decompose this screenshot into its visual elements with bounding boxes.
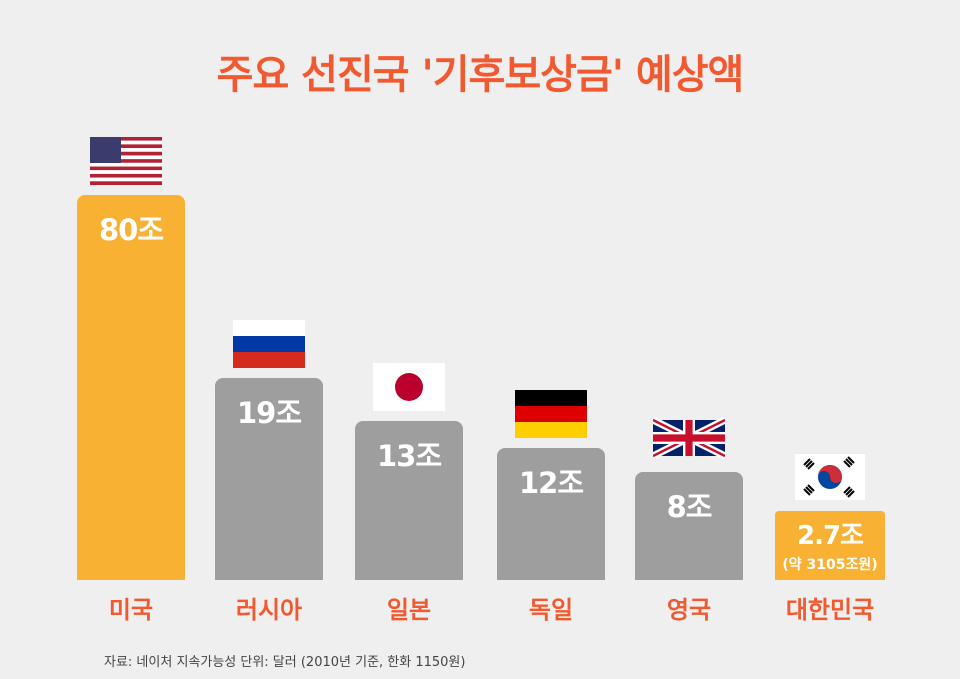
category-label: 대한민국	[785, 596, 875, 624]
russia-flag-icon	[233, 320, 305, 368]
data-label: 12조	[518, 466, 584, 500]
data-label: 13조	[376, 439, 442, 473]
korea-flag-icon	[793, 452, 867, 502]
bar-5: 2.7조 (약 3105조원)	[775, 511, 885, 580]
category-label: 독일	[528, 596, 574, 624]
bar-0: 80조	[77, 195, 185, 580]
japan-flag-icon	[373, 363, 445, 411]
source-note: 자료: 네이처 지속가능성 단위: 달러 (2010년 기준, 한화 1150원…	[104, 655, 466, 670]
category-label: 일본	[386, 596, 432, 624]
chart-title: 주요 선진국 '기후보상금' 예상액	[216, 52, 745, 98]
bar-3: 12조	[497, 448, 605, 580]
uk-flag-icon	[651, 414, 727, 462]
category-label: 영국	[666, 596, 712, 624]
us-flag-icon	[90, 137, 162, 185]
category-label: 미국	[108, 596, 154, 624]
data-label: 80조	[98, 213, 164, 247]
germany-flag-icon	[515, 390, 587, 438]
data-label: 8조	[666, 490, 713, 524]
category-label: 러시아	[235, 596, 303, 624]
data-label: 19조	[236, 396, 302, 430]
data-sublabel: (약 3105조원)	[782, 557, 878, 573]
bar-1: 19조	[215, 378, 323, 580]
bar-4: 8조	[635, 472, 743, 580]
bar-2: 13조	[355, 421, 463, 580]
data-label: 2.7조	[797, 521, 864, 551]
